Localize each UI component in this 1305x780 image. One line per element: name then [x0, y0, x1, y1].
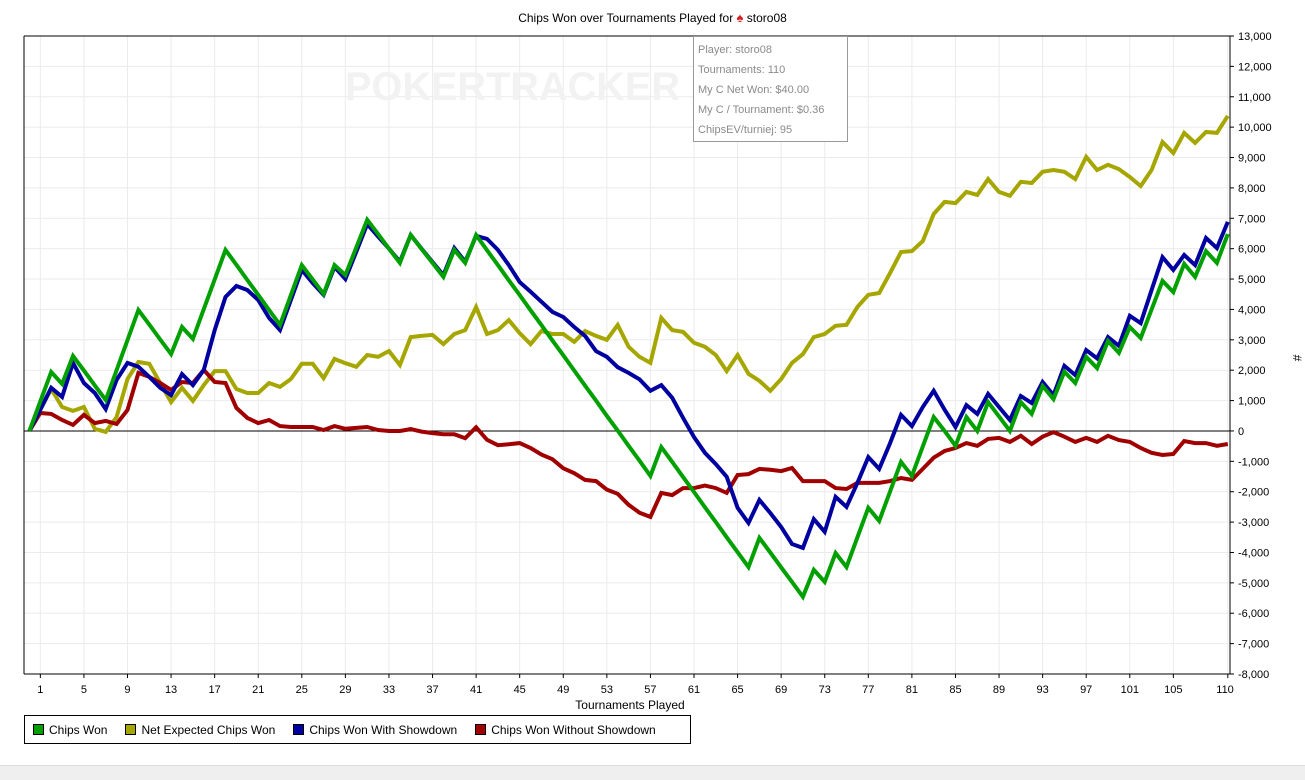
y-tick-label: 13,000 [1238, 31, 1272, 43]
legend-label: Chips Won With Showdown [309, 722, 458, 737]
legend-item-net-expected[interactable]: Net Expected Chips Won [125, 723, 275, 737]
y-tick-label: 6,000 [1238, 244, 1266, 256]
status-bar [0, 765, 1305, 780]
y-tick-label: 7,000 [1238, 213, 1266, 225]
tooltip-player: Player: storo08 [698, 44, 772, 56]
chart-title: Chips Won over Tournaments Played for ♠ … [0, 10, 1305, 25]
x-tick-label: 97 [1080, 684, 1092, 696]
chart-tooltip: Player: storo08 Tournaments: 110 My C Ne… [693, 36, 848, 142]
x-tick-label: 53 [601, 684, 613, 696]
series-line-chips-won [27, 215, 1230, 601]
y-tick-label: 8,000 [1238, 183, 1266, 195]
x-tick-label: 110 [1216, 684, 1234, 696]
y-tick-label: 3,000 [1238, 335, 1266, 347]
legend-swatch [33, 724, 44, 735]
watermark-logo: POKERTRACKER [345, 65, 680, 109]
chart-title-text: Chips Won over Tournaments Played for [518, 11, 734, 25]
x-tick-label: 89 [993, 684, 1005, 696]
x-tick-label: 33 [383, 684, 395, 696]
chart-legend: Chips Won Net Expected Chips Won Chips W… [24, 715, 691, 744]
legend-swatch [293, 724, 305, 735]
x-tick-label: 29 [339, 684, 351, 696]
legend-label: Chips Won [49, 722, 108, 737]
legend-item-with-showdown[interactable]: Chips Won With Showdown [293, 723, 457, 737]
x-tick-label: 49 [557, 684, 569, 696]
y-tick-label: -1,000 [1238, 456, 1269, 468]
tooltip-net-won: My C Net Won: $40.00 [698, 84, 810, 96]
y-tick-label: 11,000 [1238, 92, 1271, 104]
legend-swatch [125, 724, 137, 735]
x-tick-label: 37 [426, 684, 438, 696]
y-tick-label: 5,000 [1238, 274, 1266, 286]
x-tick-label: 101 [1121, 684, 1139, 696]
tooltip-chipsev: ChipsEV/turniej: 95 [698, 124, 793, 136]
y-tick-label: 12,000 [1238, 61, 1272, 73]
legend-label: Net Expected Chips Won [141, 722, 276, 737]
y-tick-label: 9,000 [1238, 153, 1266, 165]
x-tick-label: 21 [252, 684, 264, 696]
x-tick-label: 5 [81, 684, 87, 696]
x-tick-label: 13 [165, 684, 177, 696]
y-tick-label: -6,000 [1238, 608, 1269, 620]
x-tick-label: 45 [514, 684, 526, 696]
y-tick-label: -7,000 [1238, 639, 1269, 651]
y-tick-label: 10,000 [1238, 122, 1272, 134]
series-line-net-expected-chips-won [27, 114, 1230, 435]
x-tick-label: 9 [124, 684, 130, 696]
y-tick-label: -8,000 [1238, 669, 1269, 681]
x-tick-label: 81 [906, 684, 918, 696]
y-tick-label: -5,000 [1238, 578, 1269, 590]
x-tick-label: 1 [37, 684, 43, 696]
x-tick-label: 69 [775, 684, 787, 696]
y-tick-label: 0 [1238, 426, 1244, 438]
x-tick-label: 105 [1164, 684, 1182, 696]
x-tick-label: 85 [949, 684, 961, 696]
legend-swatch [475, 724, 487, 735]
tooltip-per-tournament: My C / Tournament: $0.36 [698, 104, 825, 116]
y-tick-label: -2,000 [1238, 487, 1269, 499]
y-tick-label: -4,000 [1238, 547, 1269, 559]
legend-item-without-showdown[interactable]: Chips Won Without Showdown [475, 723, 656, 737]
y-tick-label: 4,000 [1238, 304, 1266, 316]
series-line-chips-won-with-showdown [27, 220, 1230, 551]
legend-item-chips-won[interactable]: Chips Won [33, 723, 107, 737]
spade-icon: ♠ [736, 10, 744, 25]
x-tick-label: 17 [209, 684, 221, 696]
x-tick-label: 73 [819, 684, 831, 696]
x-tick-label: 25 [296, 684, 308, 696]
series-line-chips-won-without-showdown [27, 366, 1229, 520]
x-axis-label: Tournaments Played [575, 698, 684, 712]
legend-label: Chips Won Without Showdown [491, 722, 656, 737]
chart-title-player: storo08 [746, 11, 787, 25]
x-tick-label: 77 [862, 684, 874, 696]
tooltip-tournaments: Tournaments: 110 [698, 64, 786, 76]
y-tick-label: -3,000 [1238, 517, 1269, 529]
y-tick-label: 1,000 [1238, 396, 1266, 408]
y-axis-label: # [1290, 355, 1304, 362]
x-tick-label: 65 [731, 684, 743, 696]
x-tick-label: 93 [1036, 684, 1048, 696]
x-tick-label: 61 [688, 684, 700, 696]
x-tick-label: 41 [470, 684, 482, 696]
x-tick-label: 57 [644, 684, 656, 696]
y-tick-label: 2,000 [1238, 365, 1266, 377]
